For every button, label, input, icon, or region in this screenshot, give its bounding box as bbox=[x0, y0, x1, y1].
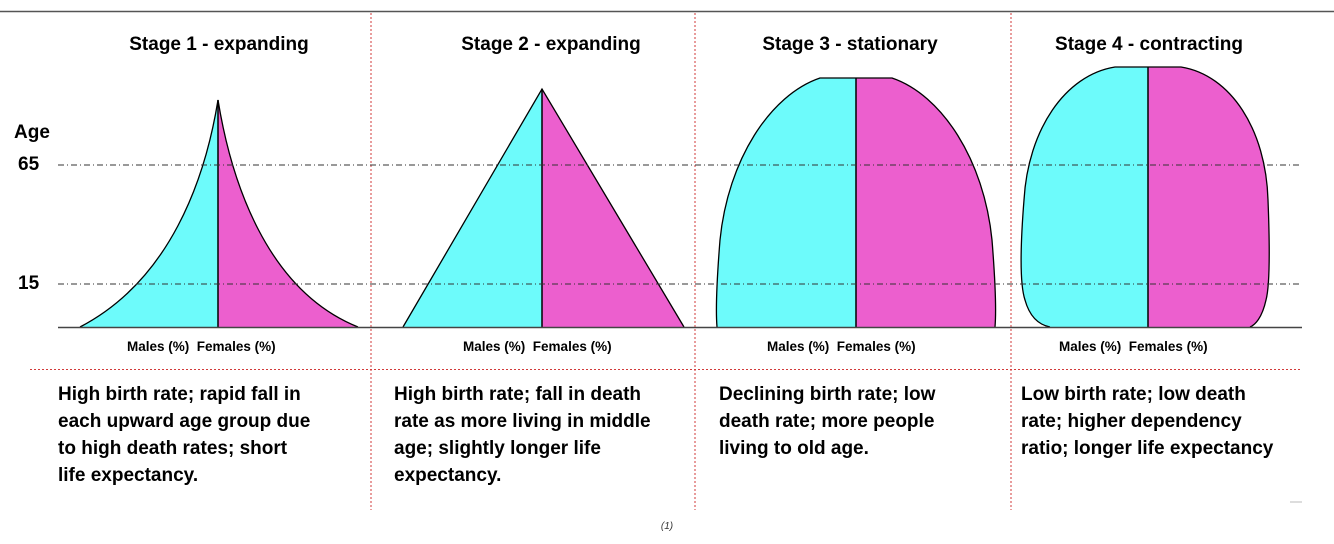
description-line: each upward age group due bbox=[58, 411, 311, 432]
description-line: High birth rate; fall in death bbox=[394, 384, 642, 405]
males-label: Males (%) bbox=[767, 339, 830, 354]
description-line: rate; higher dependency bbox=[1021, 411, 1242, 432]
stage-4-legend: Males (%) Females (%) bbox=[1059, 339, 1208, 354]
age-tick-65: 65 bbox=[18, 154, 40, 175]
stage-1-males-area bbox=[80, 100, 218, 327]
stage-1-title: Stage 1 - expanding bbox=[129, 34, 309, 55]
description-line: to high death rates; short bbox=[58, 438, 288, 459]
age-tick-15: 15 bbox=[18, 273, 40, 294]
stage-3-pyramid bbox=[715, 77, 997, 328]
stage-4-males-area bbox=[1021, 67, 1148, 327]
females-label: Females (%) bbox=[196, 339, 276, 354]
figure-caption: (1) bbox=[660, 521, 674, 532]
stage-4-pyramid bbox=[1020, 66, 1270, 328]
females-label: Females (%) bbox=[1128, 339, 1208, 354]
stage-2-title: Stage 2 - expanding bbox=[461, 34, 641, 55]
description-line: expectancy. bbox=[394, 465, 502, 486]
males-label: Males (%) bbox=[463, 339, 526, 354]
stage-1-females-area bbox=[218, 100, 358, 327]
stage-3-females-area bbox=[856, 78, 996, 327]
females-label: Females (%) bbox=[836, 339, 916, 354]
stage-1-pyramid bbox=[79, 99, 359, 328]
description-line: death rate; more people bbox=[719, 411, 935, 432]
description-line: age; slightly longer life bbox=[394, 438, 601, 459]
description-line: living to old age. bbox=[719, 438, 869, 459]
stage-1-description: High birth rate; rapid fall in each upwa… bbox=[58, 381, 310, 489]
stage-2-legend: Males (%) Females (%) bbox=[463, 339, 612, 354]
stage-3-legend: Males (%) Females (%) bbox=[767, 339, 916, 354]
description-line: Declining birth rate; low bbox=[719, 384, 936, 405]
description-line: High birth rate; rapid fall in bbox=[58, 384, 301, 405]
stage-3-title: Stage 3 - stationary bbox=[762, 34, 938, 55]
description-line: ratio; longer life expectancy bbox=[1021, 438, 1274, 459]
stage-4-description: Low birth rate; low death rate; higher d… bbox=[1021, 381, 1273, 462]
description-line: rate as more living in middle bbox=[394, 411, 651, 432]
stage-3-males-area bbox=[716, 78, 856, 327]
stage-3-description: Declining birth rate; low death rate; mo… bbox=[719, 381, 935, 462]
males-label: Males (%) bbox=[1059, 339, 1122, 354]
females-label: Females (%) bbox=[532, 339, 612, 354]
axis-title: Age bbox=[14, 122, 50, 143]
description-line: life expectancy. bbox=[58, 465, 199, 486]
stage-2-pyramid bbox=[402, 87, 685, 328]
stage-1-legend: Males (%) Females (%) bbox=[127, 339, 276, 354]
stage-2-description: High birth rate; fall in death rate as m… bbox=[394, 381, 651, 489]
stage-4-title: Stage 4 - contracting bbox=[1055, 34, 1243, 55]
stage-4-females-area bbox=[1148, 67, 1270, 327]
description-line: Low birth rate; low death bbox=[1021, 384, 1246, 405]
males-label: Males (%) bbox=[127, 339, 190, 354]
